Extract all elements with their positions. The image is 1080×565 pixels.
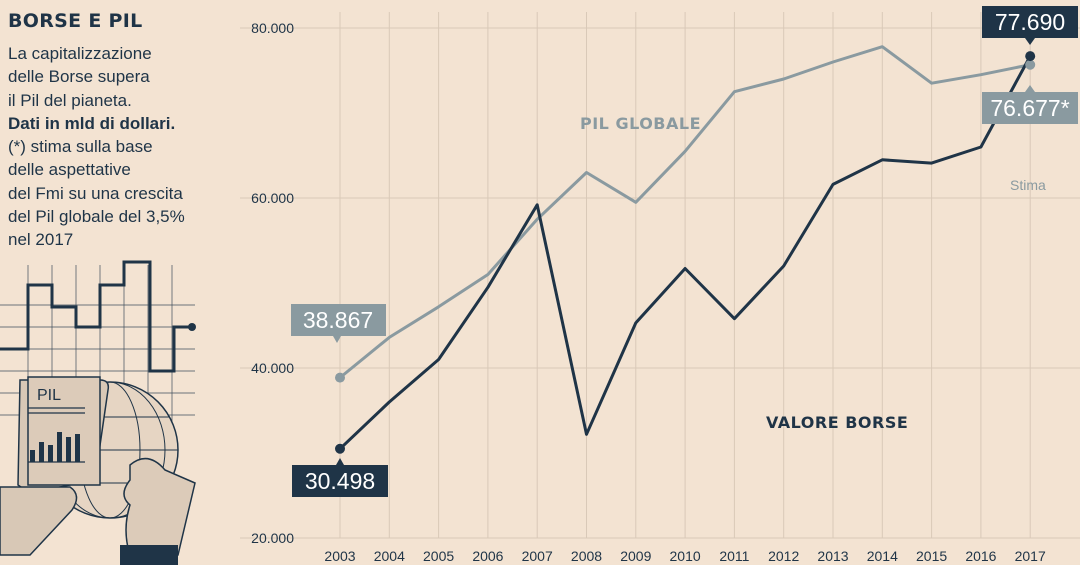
- series-line-valore-borse: [338, 55, 1032, 450]
- scroll-bottom: [0, 486, 78, 556]
- series-line-pil-globale: [339, 45, 1031, 379]
- x-tick-label: 2007: [522, 548, 553, 564]
- x-tick-label: 2010: [670, 548, 701, 564]
- x-axis: 2003 2004 2005 2006 2007 2008 2009 2010 2011 2012…: [324, 548, 1046, 564]
- x-tick-label: 2011: [719, 548, 749, 564]
- y-tick-label: 40.000: [251, 360, 294, 376]
- x-tick-label: 2016: [965, 548, 996, 564]
- callout-borse-start-value: 30.498: [305, 468, 375, 494]
- callout-pil-end: 76.677*: [982, 85, 1078, 124]
- x-tick-label: 2005: [423, 548, 454, 564]
- hand-icon: [120, 457, 196, 565]
- y-tick-label: 20.000: [251, 530, 294, 546]
- point-borse-end: [1025, 51, 1036, 62]
- description-line: La capitalizzazione: [8, 44, 152, 63]
- x-tick-label: 2012: [768, 548, 799, 564]
- x-tick-label: 2004: [374, 548, 405, 564]
- y-tick-label: 80.000: [251, 20, 294, 36]
- description: La capitalizzazione delle Borse supera i…: [8, 42, 223, 252]
- chart-grid: [240, 12, 1080, 539]
- description-line: il Pil del pianeta.: [8, 90, 132, 110]
- x-tick-label: 2006: [472, 548, 503, 564]
- estimate-label: Stima: [1010, 177, 1046, 193]
- y-tick-label: 60.000: [251, 190, 294, 206]
- callout-borse-end: 77.690: [982, 6, 1078, 45]
- series-label-valore-borse: VALORE BORSE: [766, 413, 908, 432]
- chart-title: BORSE E PIL: [8, 10, 143, 32]
- series-label-pil-globale: PIL GLOBALE: [580, 114, 701, 133]
- x-tick-label: 2003: [324, 548, 355, 564]
- x-tick-label: 2009: [620, 548, 651, 564]
- description-note: del Fmi su una crescita: [8, 183, 183, 203]
- x-tick-label: 2014: [867, 548, 898, 564]
- description-note: delle aspettative: [8, 160, 131, 180]
- illustration: PIL: [0, 260, 196, 565]
- y-axis: 20.000 40.000 60.000 80.000: [251, 20, 294, 546]
- x-tick-label: 2013: [817, 548, 848, 564]
- pil-document-label: PIL: [37, 387, 61, 404]
- callout-borse-end-value: 77.690: [995, 9, 1065, 35]
- point-borse-start: [335, 443, 345, 454]
- series-points: [335, 51, 1036, 454]
- x-tick-label: 2017: [1015, 548, 1046, 564]
- description-note: nel 2017: [8, 230, 74, 250]
- pil-document-icon: PIL: [17, 376, 110, 494]
- x-tick-label: 2015: [916, 548, 947, 564]
- callout-pil-end-value: 76.677*: [990, 95, 1069, 121]
- left-panel: BORSE E PIL La capitalizzazione delle Bo…: [8, 10, 223, 252]
- illustration-step-endpoint: [188, 323, 196, 331]
- description-note: del Pil globale del 3,5%: [8, 207, 185, 227]
- illustration-step-line: [0, 260, 192, 373]
- point-pil-end: [1025, 59, 1036, 70]
- description-units: Dati in mld di dollari.: [8, 113, 176, 133]
- x-tick-label: 2008: [571, 548, 602, 564]
- point-pil-start: [335, 372, 345, 383]
- callout-pil-start: 38.867: [291, 304, 386, 343]
- description-line: delle Borse supera: [8, 67, 150, 87]
- callout-borse-start: 30.498: [292, 458, 388, 497]
- description-note: (*) stima sulla base: [8, 137, 153, 157]
- callout-pil-start-value: 38.867: [303, 307, 373, 333]
